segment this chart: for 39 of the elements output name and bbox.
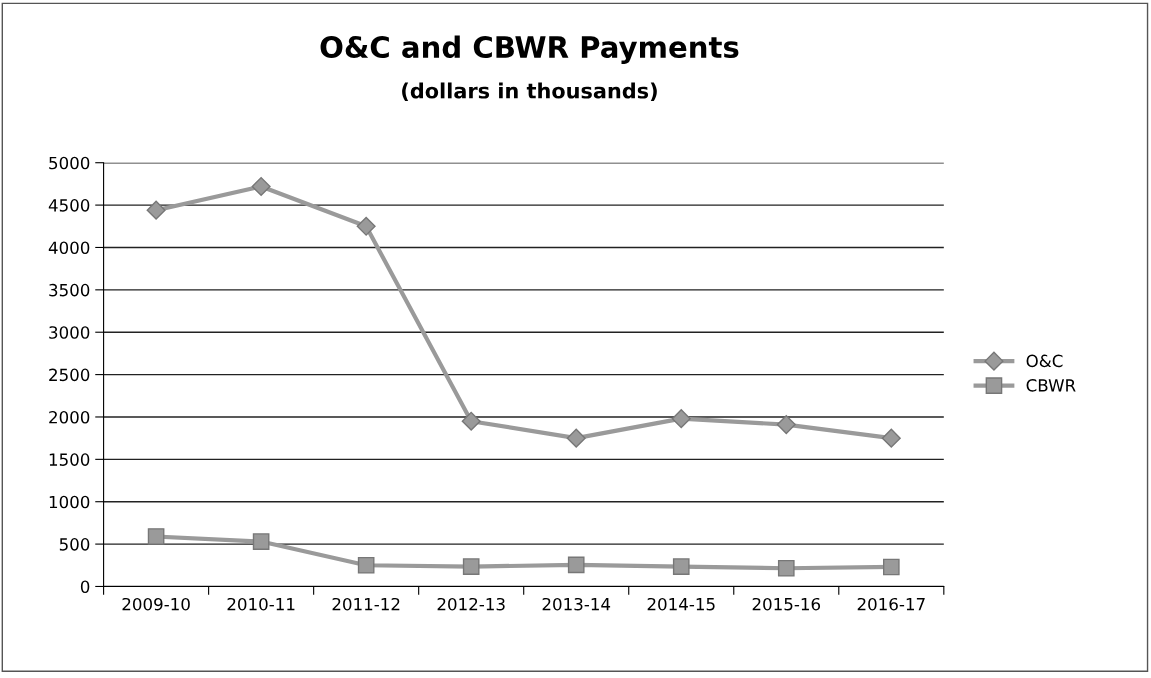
point [252, 533, 270, 550]
y-tick-label: 3500 [49, 283, 90, 297]
y-tick-label: 2000 [49, 410, 90, 424]
x-tick-label: 2012-13 [437, 597, 505, 611]
point [146, 200, 166, 220]
point [881, 428, 901, 448]
y-tick-label: 0 [80, 580, 90, 594]
point [147, 528, 165, 545]
x-tick-label: 2013-14 [542, 597, 611, 611]
point [671, 409, 691, 429]
y-tick-label: 5000 [49, 156, 90, 170]
point [356, 216, 376, 236]
point [776, 415, 796, 435]
legend-label: CBWR [1026, 379, 1076, 392]
y-tick-label: 2500 [49, 368, 90, 382]
point [251, 176, 271, 196]
y-tick-label: 500 [59, 538, 90, 551]
chart-subtitle: (dollars in thousands) [402, 82, 657, 102]
x-tick-label: 2011-12 [332, 597, 400, 611]
y-tick-label: 3000 [49, 326, 90, 339]
point [777, 559, 795, 577]
x-tick-label: 2016-17 [857, 597, 925, 611]
x-tick-label: 2010-11 [227, 597, 295, 611]
point [882, 558, 900, 576]
x-tick-label: 2014-15 [647, 597, 715, 611]
point [357, 556, 375, 574]
point [461, 411, 481, 431]
y-tick-label: 1500 [49, 453, 90, 466]
y-tick-label: 1000 [49, 495, 90, 509]
point [567, 556, 585, 574]
point [462, 558, 480, 575]
x-tick-label: 2015-16 [752, 597, 821, 611]
y-tick-label: 4000 [48, 241, 90, 255]
point [566, 428, 586, 448]
point [672, 558, 690, 575]
legend-label: O&C [1026, 354, 1063, 368]
x-tick-label: 2009-10 [122, 597, 190, 611]
y-tick-label: 4500 [48, 199, 90, 212]
chart-title: O&C and CBWR Payments [320, 35, 739, 64]
